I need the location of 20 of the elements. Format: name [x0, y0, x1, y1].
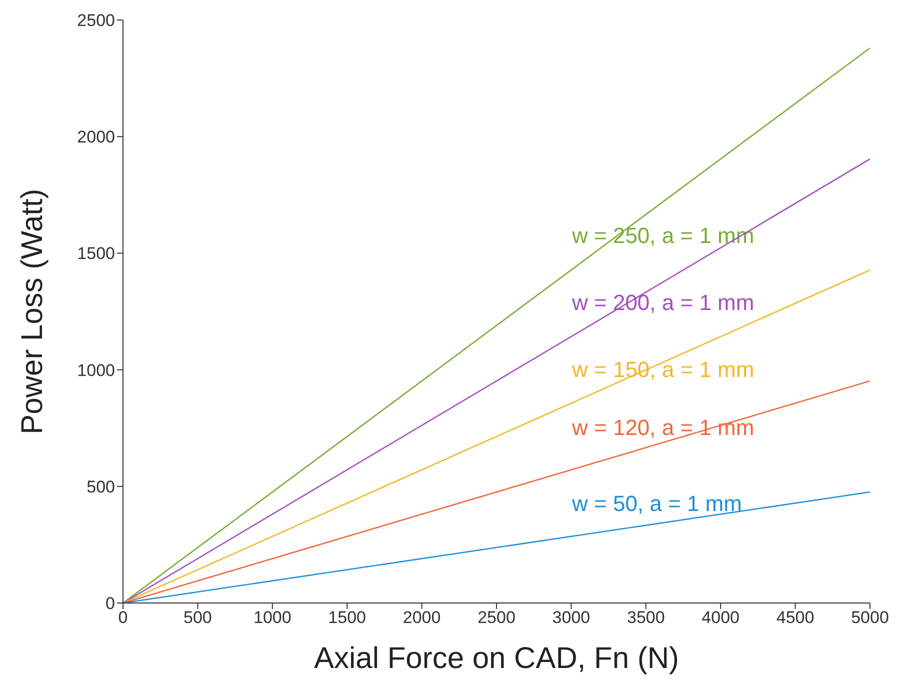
y-tick-label: 500 — [86, 477, 115, 496]
x-tick-label: 5000 — [851, 608, 889, 628]
x-tick-label: 4000 — [702, 608, 740, 628]
x-tick-label: 2000 — [402, 608, 441, 628]
y-tick-label: 1000 — [77, 360, 115, 380]
x-axis-title: Axial Force on CAD, Fn (N) — [314, 642, 680, 675]
x-tick-label: 3000 — [552, 608, 590, 628]
series-label: w = 50, a = 1 mm — [571, 491, 742, 516]
y-axis-title: Power Loss (Watt) — [16, 188, 49, 434]
y-tick-label: 1500 — [77, 244, 115, 264]
y-tick-label: 0 — [106, 594, 115, 614]
x-tick-label: 2500 — [478, 608, 516, 628]
x-tick-label: 3500 — [626, 608, 665, 628]
x-tick-label: 500 — [184, 608, 212, 628]
x-tick-label: 1500 — [328, 608, 366, 628]
y-tick-label: 2500 — [77, 11, 115, 30]
x-tick-label: 4500 — [776, 608, 814, 628]
x-tick-label: 0 — [118, 608, 128, 628]
y-tick-label: 2000 — [77, 128, 115, 147]
x-tick-label: 1000 — [253, 608, 292, 628]
